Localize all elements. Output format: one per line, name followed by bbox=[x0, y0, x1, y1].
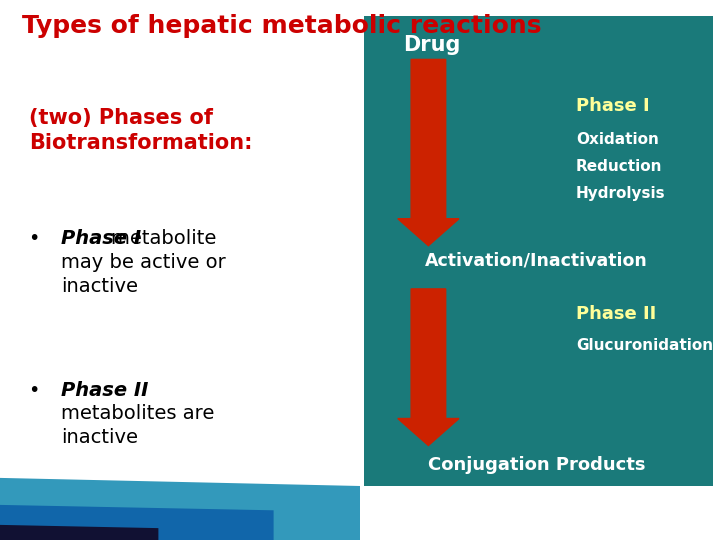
Text: Oxidation: Oxidation bbox=[576, 132, 659, 147]
Text: metabolites are
inactive: metabolites are inactive bbox=[61, 381, 215, 447]
Text: Phase I: Phase I bbox=[61, 230, 141, 248]
Text: Phase I: Phase I bbox=[576, 97, 649, 115]
Text: metabolite
may be active or
inactive: metabolite may be active or inactive bbox=[61, 230, 226, 295]
Text: •: • bbox=[29, 381, 46, 400]
Text: Glucuronidation: Glucuronidation bbox=[576, 338, 713, 353]
Text: Reduction: Reduction bbox=[576, 159, 662, 174]
Text: Types of hepatic metabolic reactions: Types of hepatic metabolic reactions bbox=[22, 14, 541, 37]
Text: Drug: Drug bbox=[403, 35, 461, 55]
Text: Conjugation Products: Conjugation Products bbox=[428, 456, 645, 474]
FancyArrow shape bbox=[397, 289, 459, 446]
FancyArrow shape bbox=[397, 59, 459, 246]
Text: (two) Phases of
Biotransformation:: (two) Phases of Biotransformation: bbox=[29, 108, 252, 153]
Text: •: • bbox=[29, 230, 46, 248]
Text: Hydrolysis: Hydrolysis bbox=[576, 186, 665, 201]
Polygon shape bbox=[0, 525, 158, 540]
Polygon shape bbox=[0, 478, 360, 540]
Bar bbox=[364, 16, 713, 486]
Text: Activation/Inactivation: Activation/Inactivation bbox=[425, 251, 648, 269]
Polygon shape bbox=[0, 505, 274, 540]
Text: Phase II: Phase II bbox=[61, 381, 148, 400]
Text: Phase II: Phase II bbox=[576, 305, 656, 323]
